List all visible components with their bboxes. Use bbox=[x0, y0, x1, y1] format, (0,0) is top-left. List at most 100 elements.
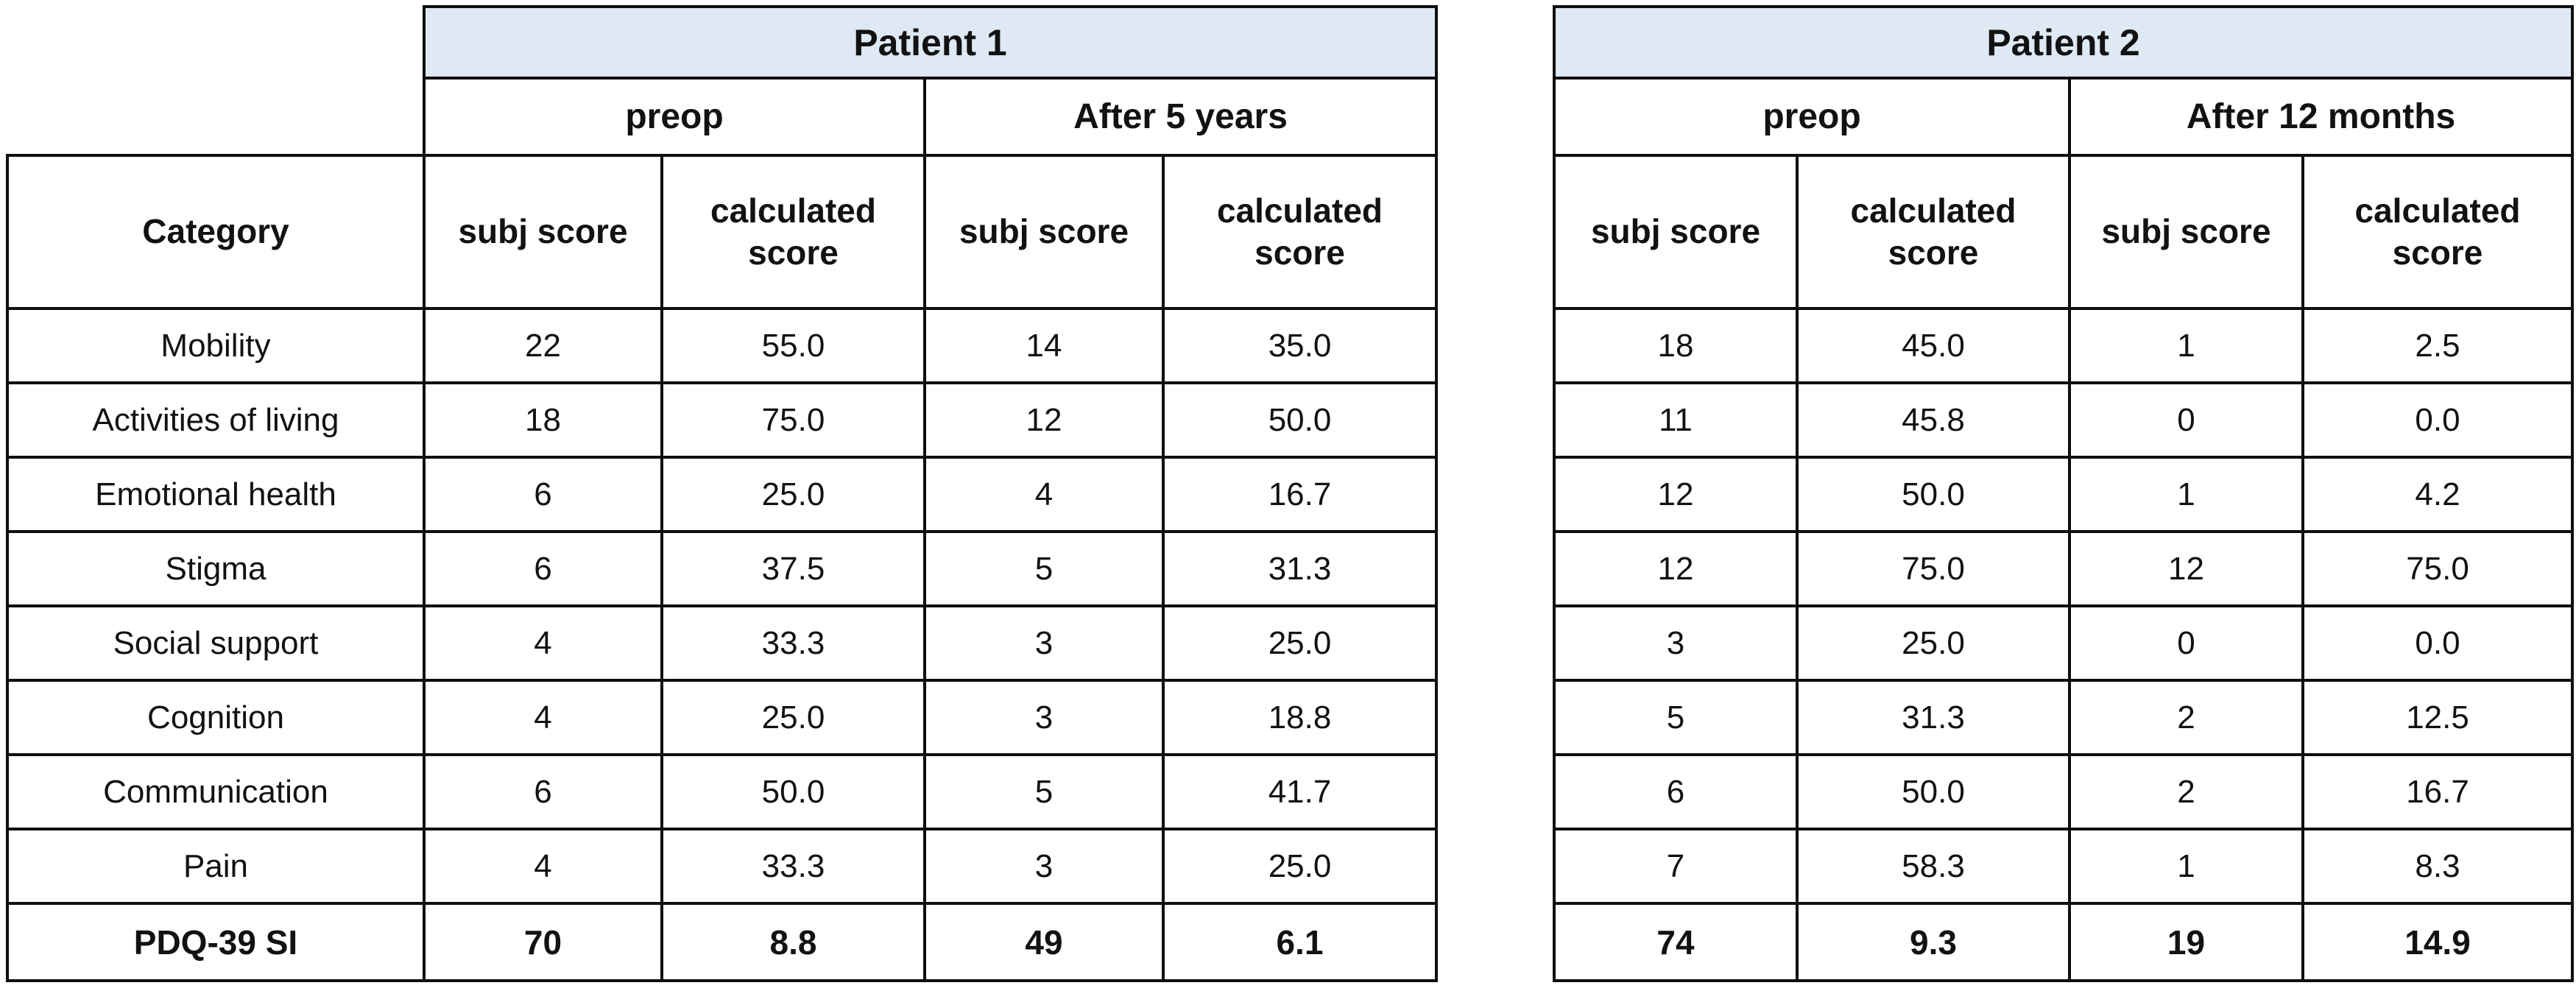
score-cell: 25.0 bbox=[660, 679, 926, 756]
score-cell: 8.3 bbox=[2301, 828, 2575, 905]
score-cell: 12 bbox=[923, 381, 1165, 459]
score-cell: 41.7 bbox=[1161, 753, 1439, 830]
score-cell: 4 bbox=[423, 828, 663, 905]
score-cell: 18.8 bbox=[1161, 679, 1439, 756]
column-header: subj score bbox=[2068, 154, 2304, 310]
total-score-cell: 19 bbox=[2068, 902, 2304, 982]
score-cell: 16.7 bbox=[1161, 456, 1439, 533]
column-header: calculated score bbox=[660, 154, 926, 310]
total-score-cell: 9.3 bbox=[1796, 902, 2071, 982]
category-cell: Stigma bbox=[6, 530, 426, 607]
patient2-table: Patient 2 preop After 12 months subj sco… bbox=[1552, 5, 2575, 982]
total-score-cell: 70 bbox=[423, 902, 663, 982]
score-cell: 12 bbox=[2068, 530, 2304, 607]
score-cell: 4 bbox=[423, 604, 663, 682]
column-header: calculated score bbox=[2301, 154, 2575, 310]
column-header: calculated score bbox=[1796, 154, 2071, 310]
total-score-cell: 49 bbox=[923, 902, 1165, 982]
patient1-table: Patient 1 preop After 5 years Category s… bbox=[6, 5, 1439, 982]
score-cell: 31.3 bbox=[1161, 530, 1439, 607]
score-cell: 50.0 bbox=[1796, 456, 2071, 533]
score-cell: 16.7 bbox=[2301, 753, 2575, 830]
score-cell: 1 bbox=[2068, 456, 2304, 533]
table-row: Emotional health 6 25.0 4 16.7 bbox=[6, 456, 1439, 533]
column-header: subj score bbox=[1553, 154, 1799, 310]
column-header: subj score bbox=[923, 154, 1165, 310]
score-cell: 45.8 bbox=[1796, 381, 2071, 459]
score-cell: 25.0 bbox=[1161, 828, 1439, 905]
score-cell: 4.2 bbox=[2301, 456, 2575, 533]
score-cell: 1 bbox=[2068, 828, 2304, 905]
table-row: Stigma 6 37.5 5 31.3 bbox=[6, 530, 1439, 607]
score-cell: 18 bbox=[423, 381, 663, 459]
score-cell: 31.3 bbox=[1796, 679, 2071, 756]
table-row: Social support 4 33.3 3 25.0 bbox=[6, 604, 1439, 682]
score-cell: 25.0 bbox=[660, 456, 926, 533]
score-cell: 22 bbox=[423, 307, 663, 384]
score-cell: 12.5 bbox=[2301, 679, 2575, 756]
table-row: Activities of living 18 75.0 12 50.0 bbox=[6, 381, 1439, 459]
total-score-cell: 14.9 bbox=[2301, 902, 2575, 982]
score-cell: 0 bbox=[2068, 381, 2304, 459]
score-cell: 1 bbox=[2068, 307, 2304, 384]
score-cell: 4 bbox=[423, 679, 663, 756]
score-cell: 35.0 bbox=[1161, 307, 1439, 384]
score-cell: 4 bbox=[923, 456, 1165, 533]
table-row: Cognition 4 25.0 3 18.8 bbox=[6, 679, 1439, 756]
table-row: 3 25.0 0 0.0 bbox=[1553, 604, 2575, 682]
period-header-followup: After 12 months bbox=[2067, 77, 2575, 157]
category-cell: Mobility bbox=[6, 307, 426, 384]
column-header: calculated score bbox=[1161, 154, 1439, 310]
column-header: subj score bbox=[423, 154, 663, 310]
category-cell: Pain bbox=[6, 828, 426, 905]
score-cell: 75.0 bbox=[2301, 530, 2575, 607]
score-cell: 6 bbox=[1553, 753, 1799, 830]
score-cell: 3 bbox=[923, 828, 1165, 905]
score-cell: 12 bbox=[1553, 456, 1799, 533]
table-row: 6 50.0 2 16.7 bbox=[1553, 753, 2575, 830]
score-cell: 11 bbox=[1553, 381, 1799, 459]
header-spacer bbox=[7, 7, 424, 78]
score-cell: 3 bbox=[1553, 604, 1799, 682]
patient2-title: Patient 2 bbox=[1552, 5, 2575, 80]
patient1-title: Patient 1 bbox=[422, 5, 1439, 80]
period-header-preop: preop bbox=[423, 77, 926, 157]
score-cell: 25.0 bbox=[1161, 604, 1439, 682]
table-row: Communication 6 50.0 5 41.7 bbox=[6, 753, 1439, 830]
category-cell: Emotional health bbox=[6, 456, 426, 533]
score-cell: 5 bbox=[923, 753, 1165, 830]
score-cell: 55.0 bbox=[660, 307, 926, 384]
table-row: 12 75.0 12 75.0 bbox=[1553, 530, 2575, 607]
score-cell: 75.0 bbox=[1796, 530, 2071, 607]
total-label-cell: PDQ-39 SI bbox=[6, 902, 426, 982]
table-row: 11 45.8 0 0.0 bbox=[1553, 381, 2575, 459]
period-header-followup: After 5 years bbox=[922, 77, 1439, 157]
total-score-cell: 6.1 bbox=[1161, 902, 1439, 982]
score-cell: 5 bbox=[923, 530, 1165, 607]
table-row: 5 31.3 2 12.5 bbox=[1553, 679, 2575, 756]
total-score-cell: 8.8 bbox=[660, 902, 926, 982]
score-cell: 37.5 bbox=[660, 530, 926, 607]
category-cell: Social support bbox=[6, 604, 426, 682]
score-cell: 0 bbox=[2068, 604, 2304, 682]
score-cell: 3 bbox=[923, 679, 1165, 756]
score-cell: 25.0 bbox=[1796, 604, 2071, 682]
score-cell: 0.0 bbox=[2301, 604, 2575, 682]
score-cell: 58.3 bbox=[1796, 828, 2071, 905]
table-row: Mobility 22 55.0 14 35.0 bbox=[6, 307, 1439, 384]
table-row: Patient 2 bbox=[1552, 5, 2575, 80]
category-column-header: Category bbox=[6, 154, 426, 310]
score-cell: 14 bbox=[923, 307, 1165, 384]
table-row: subj score calculated score subj score c… bbox=[1553, 154, 2575, 310]
score-cell: 75.0 bbox=[660, 381, 926, 459]
table-row: 18 45.0 1 2.5 bbox=[1553, 307, 2575, 384]
table-row: preop After 5 years bbox=[7, 77, 1439, 157]
score-cell: 6 bbox=[423, 753, 663, 830]
table-row: 7 58.3 1 8.3 bbox=[1553, 828, 2575, 905]
score-cell: 2 bbox=[2068, 679, 2304, 756]
score-cell: 3 bbox=[923, 604, 1165, 682]
score-cell: 50.0 bbox=[660, 753, 926, 830]
category-cell: Communication bbox=[6, 753, 426, 830]
score-cell: 50.0 bbox=[1796, 753, 2071, 830]
